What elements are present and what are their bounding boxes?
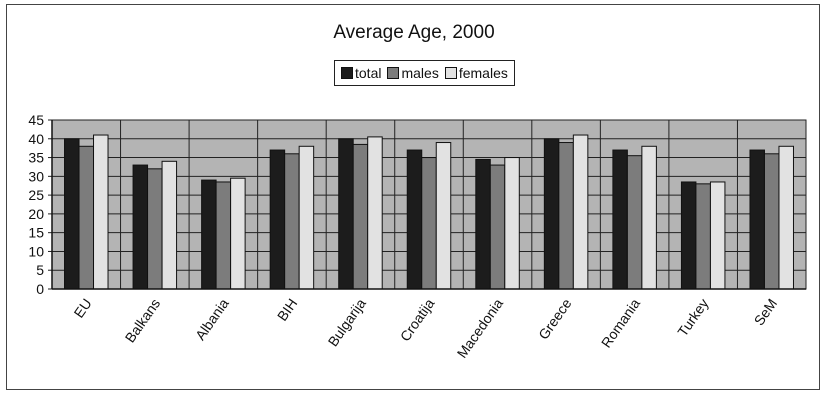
bar-females [641, 145, 657, 290]
y-tick-label: 5 [36, 262, 44, 278]
bar-males [558, 142, 574, 290]
chart-title: Average Age, 2000 [333, 22, 495, 43]
bar-males [421, 157, 437, 290]
bar-females [161, 160, 178, 290]
bar-females [298, 145, 315, 290]
legend-label-total: total [355, 65, 382, 81]
bar-males [763, 153, 780, 290]
bar-females [572, 134, 589, 290]
bar-females [504, 157, 520, 290]
x-tick-label: Croatija [397, 295, 438, 344]
x-tick-label: Bulgarija [325, 295, 369, 349]
x-tick-label: Albania [192, 295, 232, 343]
x-tick-label: Balkans [122, 296, 164, 346]
legend-swatch-females [444, 67, 457, 79]
legend: total males females [334, 60, 515, 86]
x-tick-label: Romania [598, 295, 643, 350]
x-tick-label: BIH [274, 296, 300, 324]
y-tick-label: 0 [36, 281, 44, 297]
bar-males [695, 183, 711, 290]
legend-item-females: females [444, 65, 508, 81]
bar-males [489, 164, 506, 290]
x-tick-label: Turkey [674, 296, 711, 340]
bar-females [367, 136, 383, 290]
bar-males [147, 168, 163, 290]
bar-total [201, 179, 217, 290]
bar-females [435, 142, 452, 290]
x-tick-label: SeM [751, 296, 781, 329]
y-tick-label: 25 [28, 187, 44, 203]
x-tick-label: Greece [535, 295, 575, 342]
legend-item-total: total [341, 65, 381, 81]
bar-total [406, 149, 423, 290]
bar-total [132, 164, 149, 290]
bar-total [475, 158, 491, 290]
legend-swatch-total [341, 67, 353, 79]
bar-males [215, 181, 232, 290]
bar-females [93, 134, 109, 290]
legend-label-males: males [401, 65, 439, 81]
bar-males [626, 155, 643, 290]
y-tick-label: 10 [28, 243, 44, 259]
x-tick-label: Macedonia [454, 295, 507, 360]
bar-total [612, 149, 628, 290]
y-tick-label: 30 [28, 168, 44, 184]
bar-total [543, 138, 560, 290]
y-tick-label: 15 [28, 225, 44, 241]
bar-total [749, 149, 765, 290]
legend-label-females: females [458, 65, 508, 81]
bar-females [709, 181, 726, 290]
y-tick-label: 40 [28, 131, 44, 147]
bar-females [230, 177, 246, 290]
bar-total [338, 138, 354, 290]
bar-total [680, 181, 697, 290]
legend-item-males: males [387, 65, 439, 81]
bar-total [64, 138, 80, 290]
legend-swatch-males [387, 67, 400, 79]
y-tick-label: 45 [28, 112, 44, 128]
bar-total [269, 149, 286, 290]
bar-females [778, 145, 794, 290]
bar-males [284, 153, 300, 290]
y-tick-label: 35 [28, 150, 44, 166]
bar-males [78, 145, 95, 290]
y-tick-label: 20 [28, 206, 44, 222]
bar-males [352, 143, 369, 290]
x-tick-label: EU [70, 296, 94, 321]
